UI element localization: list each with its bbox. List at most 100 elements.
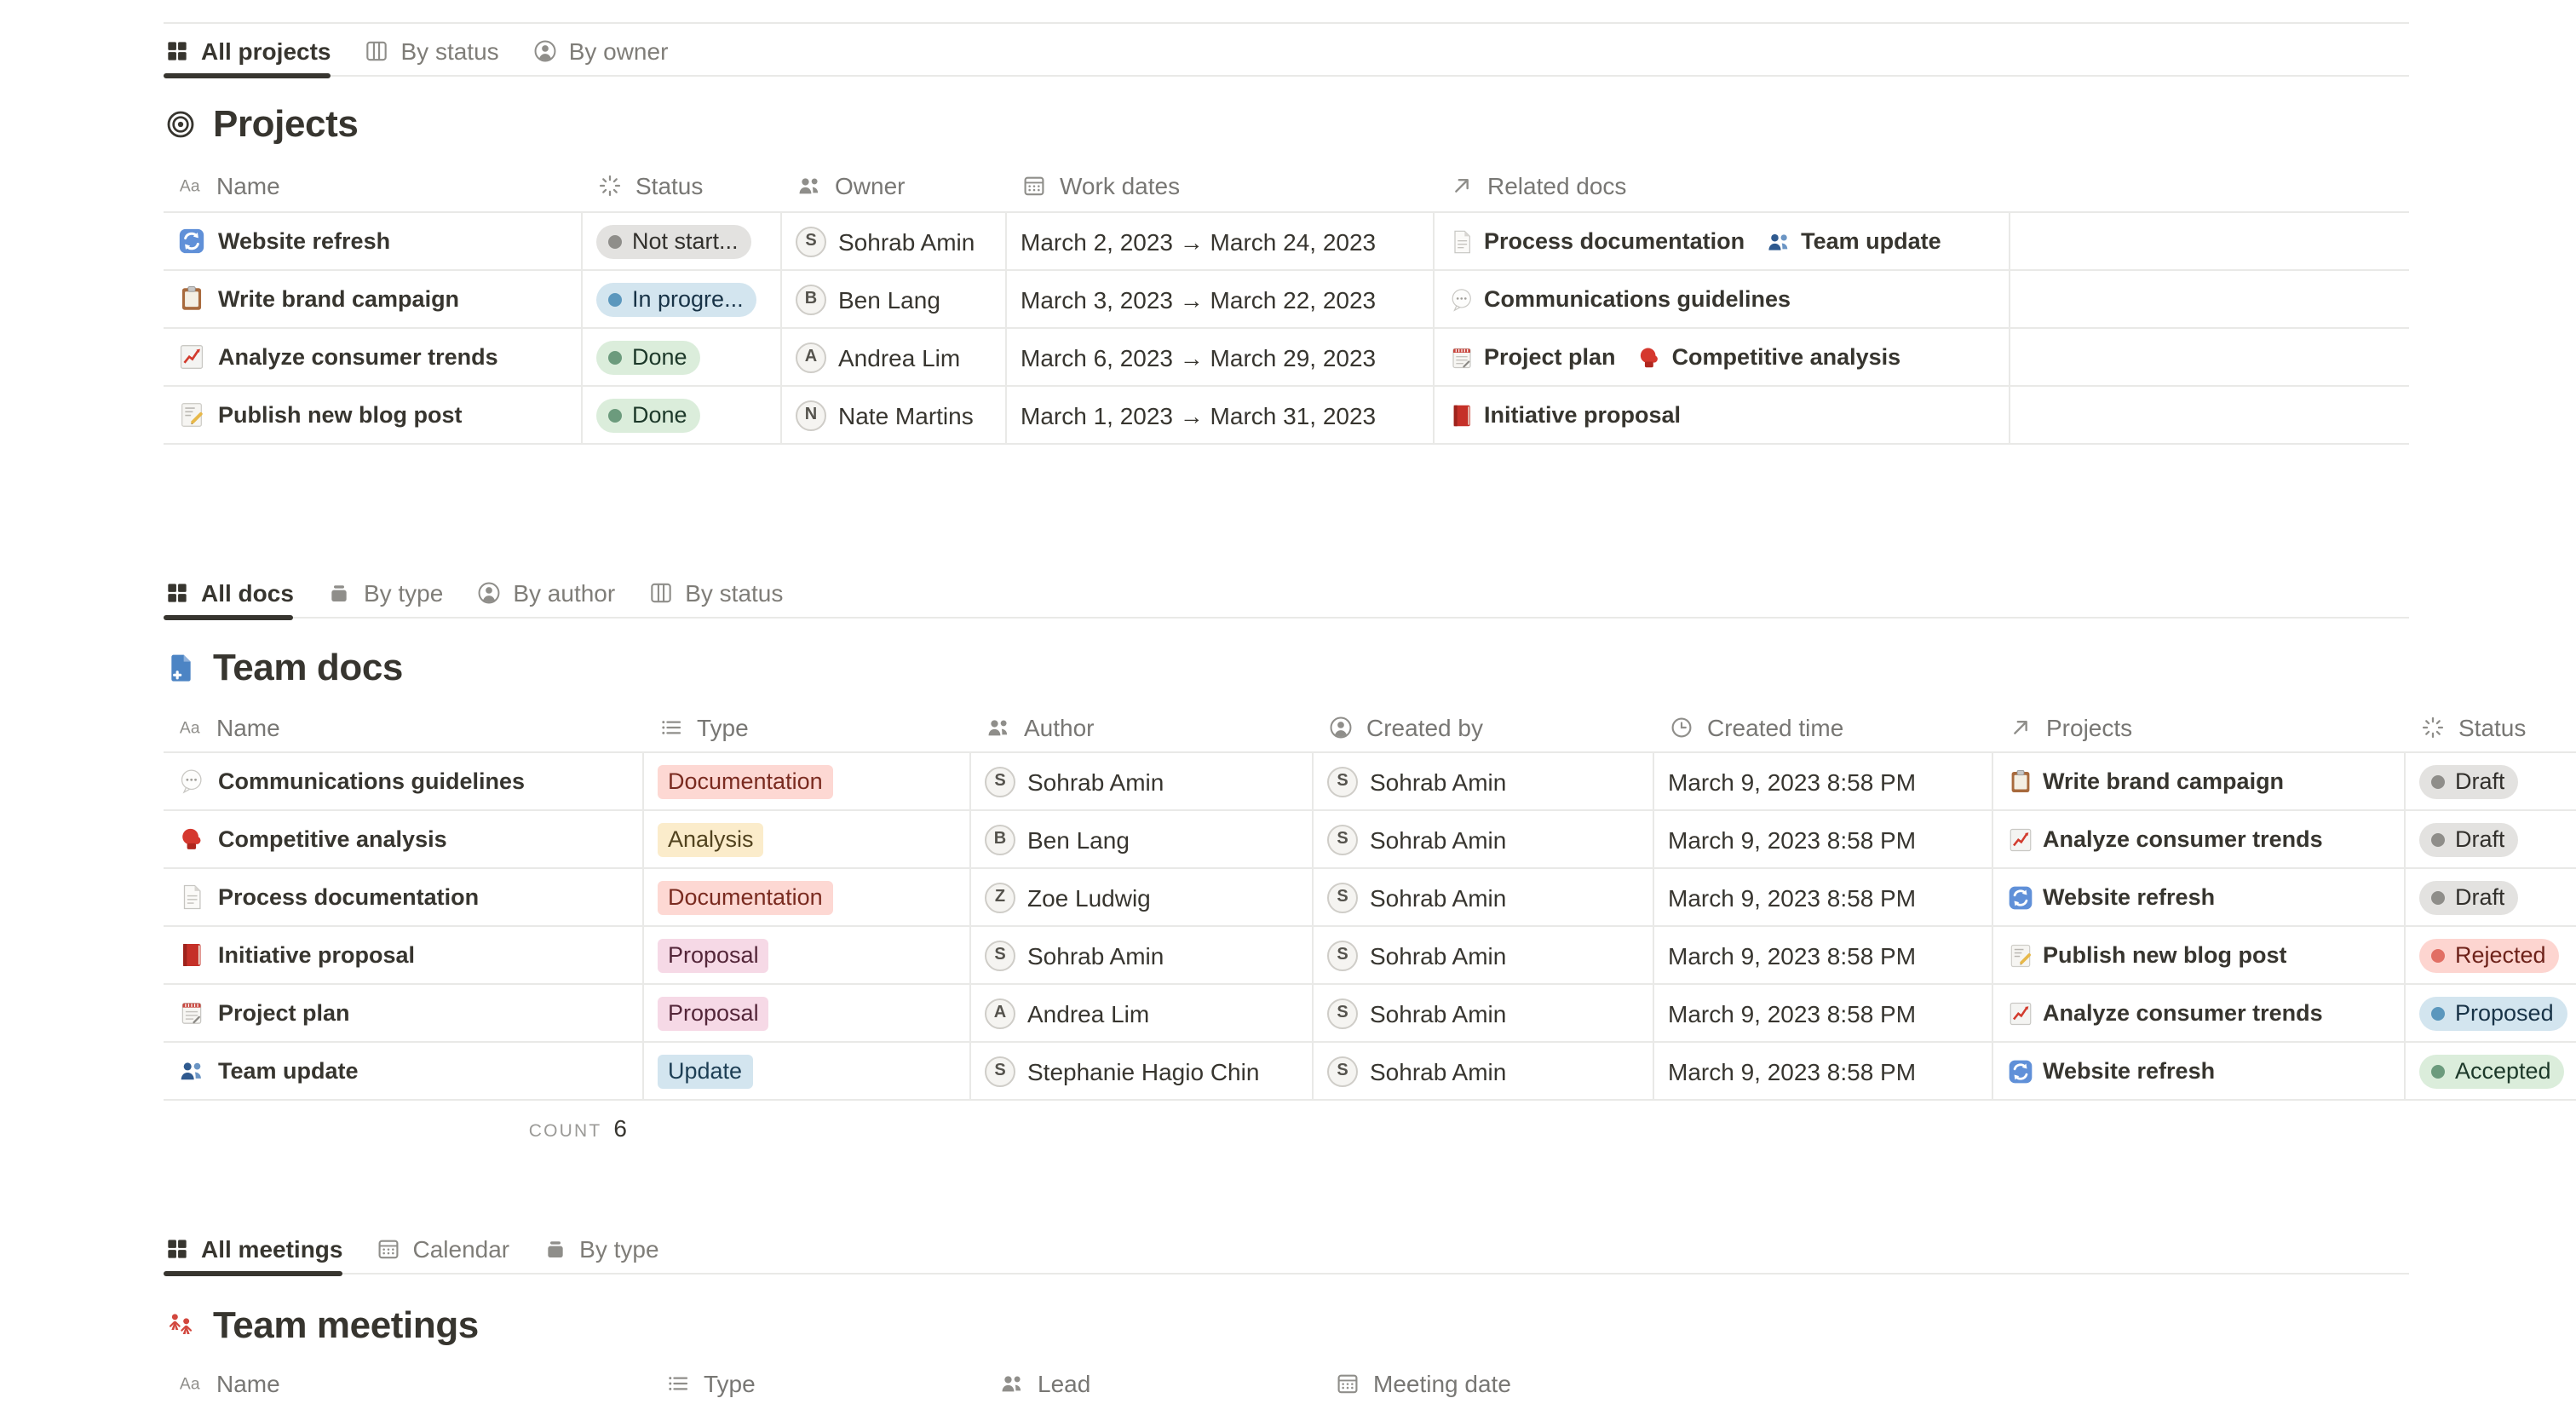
related-doc-link[interactable]: Process documentation: [1448, 227, 1745, 255]
column-header-author[interactable]: Author: [971, 704, 1314, 753]
project-link[interactable]: Write brand campaign: [218, 286, 460, 312]
cell-author[interactable]: S Sohrab Amin: [971, 753, 1314, 811]
cell-status[interactable]: Done: [583, 329, 782, 387]
cell-status[interactable]: In progre...: [583, 271, 782, 329]
column-header-created-time[interactable]: Created time: [1654, 704, 1993, 753]
type-tag[interactable]: Update: [658, 1054, 753, 1088]
cell-name[interactable]: Initiative proposal: [164, 927, 644, 985]
cell-name[interactable]: Analyze consumer trends: [164, 329, 583, 387]
status-pill[interactable]: Draft: [2419, 764, 2519, 798]
tab-by-status[interactable]: By status: [647, 569, 783, 617]
type-tag[interactable]: Proposal: [658, 938, 769, 972]
cell-owner[interactable]: N Nate Martins: [782, 387, 1007, 445]
cell-name[interactable]: Team update: [164, 1043, 644, 1101]
person-chip[interactable]: N Nate Martins: [796, 400, 974, 430]
column-header-name[interactable]: Name: [164, 704, 644, 753]
cell-owner[interactable]: B Ben Lang: [782, 271, 1007, 329]
column-header-created-by[interactable]: Created by: [1314, 704, 1654, 753]
cell-name[interactable]: Project plan: [164, 985, 644, 1043]
cell-work-dates[interactable]: March 1, 2023 → March 31, 2023: [1007, 387, 1435, 445]
cell-author[interactable]: S Stephanie Hagio Chin: [971, 1043, 1314, 1101]
tab-all-docs[interactable]: All docs: [164, 569, 295, 619]
status-pill[interactable]: Accepted: [2419, 1054, 2565, 1088]
cell-created-by[interactable]: S Sohrab Amin: [1314, 753, 1654, 811]
cell-type[interactable]: Update: [644, 1043, 971, 1101]
cell-created-time[interactable]: March 9, 2023 8:58 PM: [1654, 985, 1993, 1043]
cell-created-time[interactable]: March 9, 2023 8:58 PM: [1654, 1043, 1993, 1101]
person-chip[interactable]: S Sohrab Amin: [1327, 940, 1506, 970]
cell-projects[interactable]: Publish new blog post: [1993, 927, 2406, 985]
cell-projects[interactable]: Website refresh: [1993, 1043, 2406, 1101]
project-relation-link[interactable]: Analyze consumer trends: [2007, 826, 2323, 853]
status-pill[interactable]: Done: [596, 398, 701, 432]
cell-name[interactable]: Communications guidelines: [164, 753, 644, 811]
tab-by-owner[interactable]: By owner: [532, 27, 668, 75]
doc-link[interactable]: Communications guidelines: [218, 768, 526, 794]
doc-link[interactable]: Process documentation: [218, 884, 480, 910]
person-chip[interactable]: S Sohrab Amin: [1327, 882, 1506, 912]
cell-name[interactable]: Website refresh: [164, 213, 583, 271]
tab-by-status[interactable]: By status: [364, 27, 499, 75]
cell-author[interactable]: B Ben Lang: [971, 811, 1314, 869]
status-pill[interactable]: Rejected: [2419, 938, 2560, 972]
related-doc-link[interactable]: Competitive analysis: [1636, 343, 1900, 371]
column-header-type[interactable]: Type: [644, 704, 971, 753]
cell-created-time[interactable]: March 9, 2023 8:58 PM: [1654, 927, 1993, 985]
cell-status[interactable]: Draft: [2406, 811, 2576, 869]
project-relation-link[interactable]: Publish new blog post: [2007, 941, 2287, 969]
cell-type[interactable]: Proposal: [644, 927, 971, 985]
doc-link[interactable]: Competitive analysis: [218, 826, 447, 852]
status-pill[interactable]: Not start...: [596, 224, 752, 258]
tab-calendar[interactable]: Calendar: [376, 1225, 509, 1273]
type-tag[interactable]: Proposal: [658, 996, 769, 1030]
column-header-related-docs[interactable]: Related docs: [1435, 160, 2010, 213]
related-doc-link[interactable]: Initiative proposal: [1448, 401, 1681, 429]
cell-projects[interactable]: Analyze consumer trends: [1993, 811, 2406, 869]
doc-link[interactable]: Team update: [218, 1058, 359, 1084]
status-pill[interactable]: Draft: [2419, 822, 2519, 856]
column-header-status[interactable]: Status: [583, 160, 782, 213]
cell-projects[interactable]: Write brand campaign: [1993, 753, 2406, 811]
cell-status[interactable]: Not start...: [583, 213, 782, 271]
cell-author[interactable]: A Andrea Lim: [971, 985, 1314, 1043]
tab-by-author[interactable]: By author: [475, 569, 615, 617]
cell-name[interactable]: Write brand campaign: [164, 271, 583, 329]
column-header-projects[interactable]: Projects: [1993, 704, 2406, 753]
cell-status[interactable]: Accepted: [2406, 1043, 2576, 1101]
type-tag[interactable]: Analysis: [658, 822, 764, 856]
tab-by-type[interactable]: By type: [542, 1225, 659, 1273]
project-link[interactable]: Publish new blog post: [218, 402, 463, 428]
person-chip[interactable]: S Sohrab Amin: [796, 226, 975, 256]
person-chip[interactable]: B Ben Lang: [985, 824, 1130, 854]
cell-owner[interactable]: S Sohrab Amin: [782, 213, 1007, 271]
cell-created-time[interactable]: March 9, 2023 8:58 PM: [1654, 753, 1993, 811]
column-header-work-dates[interactable]: Work dates: [1007, 160, 1435, 213]
tab-all-meetings[interactable]: All meetings: [164, 1225, 344, 1275]
person-chip[interactable]: Z Zoe Ludwig: [985, 882, 1151, 912]
cell-work-dates[interactable]: March 3, 2023 → March 22, 2023: [1007, 271, 1435, 329]
column-header-name[interactable]: Name: [164, 1363, 651, 1404]
cell-related-docs[interactable]: Process documentation Team update: [1435, 213, 2010, 271]
cell-created-by[interactable]: S Sohrab Amin: [1314, 985, 1654, 1043]
related-doc-link[interactable]: Team update: [1765, 227, 1941, 255]
cell-type[interactable]: Documentation: [644, 869, 971, 927]
cell-created-by[interactable]: S Sohrab Amin: [1314, 869, 1654, 927]
cell-type[interactable]: Analysis: [644, 811, 971, 869]
person-chip[interactable]: S Stephanie Hagio Chin: [985, 1056, 1259, 1086]
column-header-owner[interactable]: Owner: [782, 160, 1007, 213]
project-link[interactable]: Analyze consumer trends: [218, 344, 498, 370]
cell-related-docs[interactable]: Communications guidelines: [1435, 271, 2010, 329]
person-chip[interactable]: S Sohrab Amin: [1327, 824, 1506, 854]
cell-author[interactable]: Z Zoe Ludwig: [971, 869, 1314, 927]
status-pill[interactable]: Draft: [2419, 880, 2519, 914]
cell-related-docs[interactable]: Project plan Competitive analysis: [1435, 329, 2010, 387]
cell-related-docs[interactable]: Initiative proposal: [1435, 387, 2010, 445]
cell-created-by[interactable]: S Sohrab Amin: [1314, 1043, 1654, 1101]
status-pill[interactable]: Proposed: [2419, 996, 2567, 1030]
cell-projects[interactable]: Analyze consumer trends: [1993, 985, 2406, 1043]
cell-name[interactable]: Process documentation: [164, 869, 644, 927]
column-header-lead[interactable]: Lead: [985, 1363, 1320, 1404]
cell-type[interactable]: Proposal: [644, 985, 971, 1043]
cell-projects[interactable]: Website refresh: [1993, 869, 2406, 927]
cell-work-dates[interactable]: March 2, 2023 → March 24, 2023: [1007, 213, 1435, 271]
